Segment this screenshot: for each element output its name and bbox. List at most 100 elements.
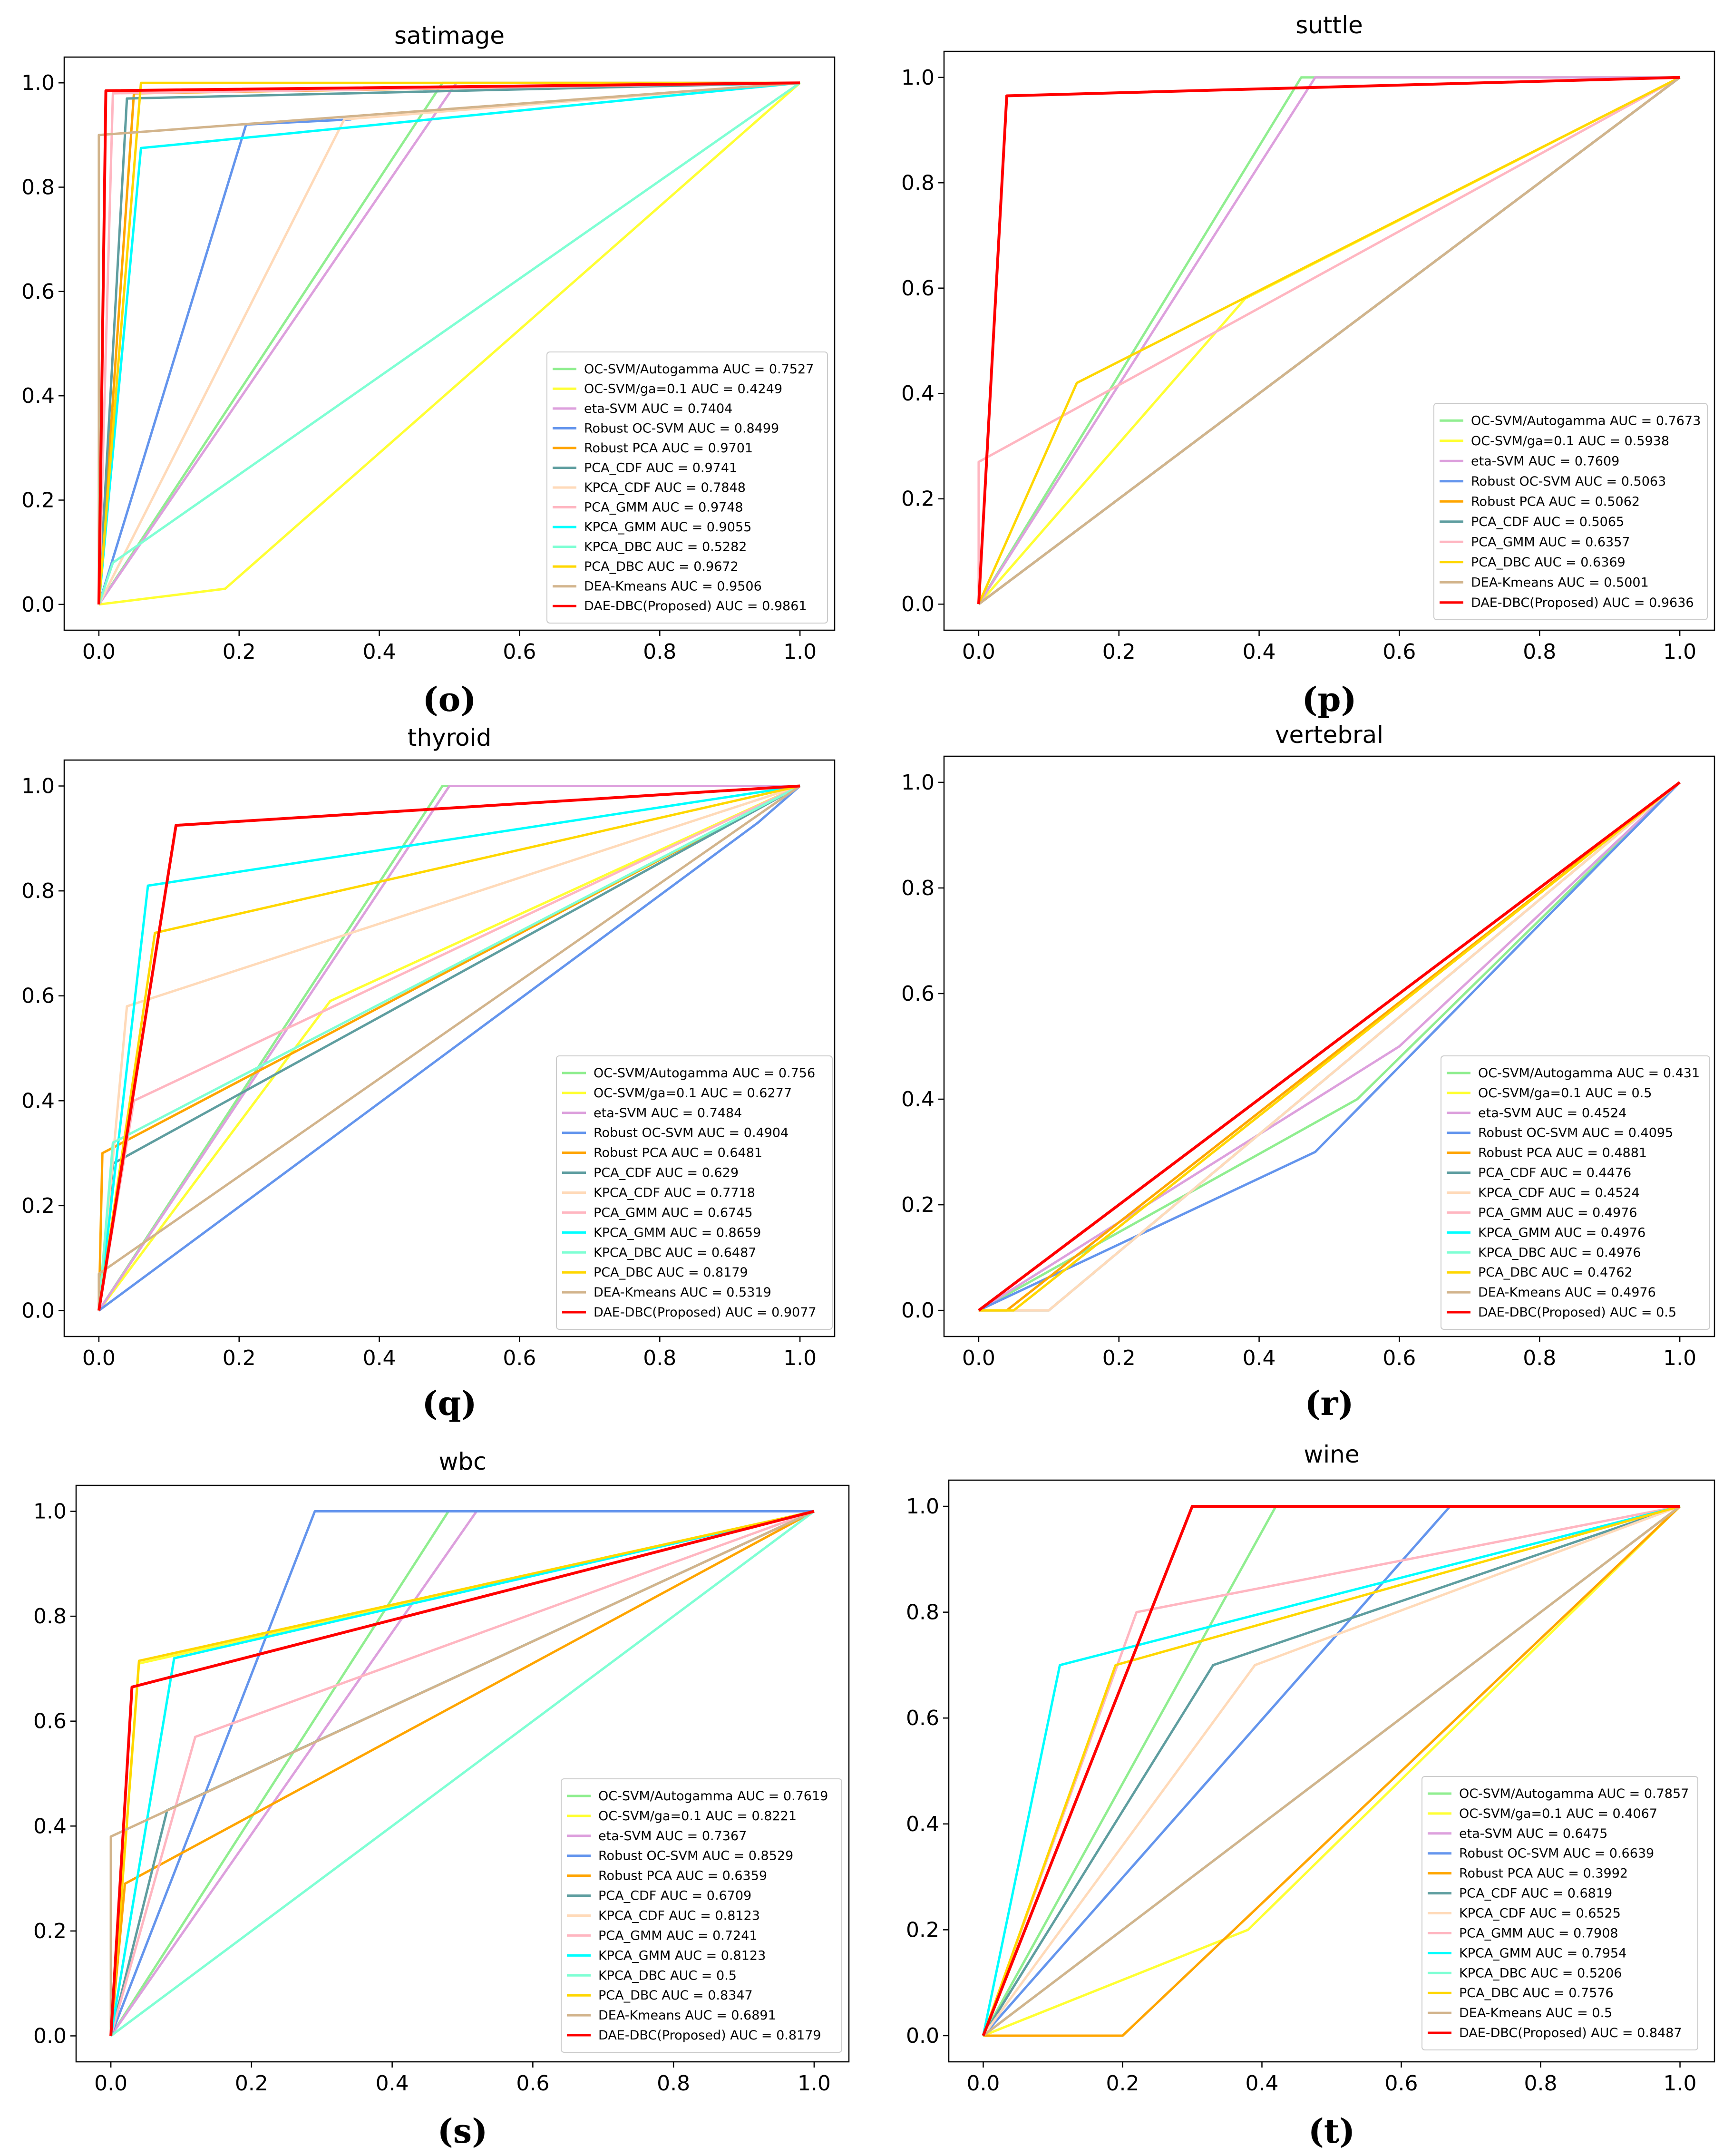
legend-entry: PCA_GMM AUC = 0.7241 bbox=[598, 1928, 758, 1943]
series-line-pca-cdf bbox=[982, 1505, 1681, 2037]
x-tick-label: 1.0 bbox=[798, 2071, 831, 2096]
x-tick-label: 0.8 bbox=[1523, 1346, 1556, 1370]
legend-box bbox=[561, 1778, 842, 2053]
series-line-dea-kmeans bbox=[97, 785, 801, 1311]
x-tick-label: 0.8 bbox=[643, 1346, 676, 1370]
legend-entry: PCA_CDF AUC = 0.629 bbox=[594, 1166, 739, 1180]
series-line-eta-svm bbox=[977, 76, 1680, 605]
series-line-pca-gmm bbox=[977, 76, 1681, 605]
y-tick-label: 0.4 bbox=[33, 1814, 67, 1838]
legend-entry: eta-SVM AUC = 0.7484 bbox=[594, 1106, 742, 1121]
legend-entry: KPCA_CDF AUC = 0.6525 bbox=[1459, 1906, 1621, 1921]
x-tick-label: 0.4 bbox=[376, 2071, 409, 2096]
series-line-dea-kmeans bbox=[982, 1505, 1681, 2037]
roc-panel-thyroid: 0.0 0.2 0.4 0.6 0.8 1.0 0.0 0.2 0.4 0.6 0.8 1.0 thyr… bbox=[21, 724, 836, 1423]
legend-box bbox=[556, 1055, 833, 1330]
legend: OC-SVM/Autogamma AUC = 0.7673 OC-SVM/ga=0… bbox=[1433, 403, 1708, 620]
x-tick-label: 0.0 bbox=[962, 1346, 995, 1370]
y-tick-label: 0.8 bbox=[906, 1600, 939, 1625]
legend-entry: eta-SVM AUC = 0.6475 bbox=[1459, 1826, 1607, 1841]
legend-entry: PCA_DBC AUC = 0.8179 bbox=[594, 1265, 748, 1280]
legend: OC-SVM/Autogamma AUC = 0.431 OC-SVM/ga=0.… bbox=[1441, 1055, 1710, 1330]
y-tick-label: 0.0 bbox=[901, 592, 935, 616]
y-tick-label: 0.0 bbox=[21, 593, 55, 617]
series-line-pca-cdf bbox=[97, 81, 800, 605]
panel-caption: (o) bbox=[423, 680, 477, 719]
y-tick-label: 0.2 bbox=[906, 1918, 939, 1942]
legend-entry: Robust PCA AUC = 0.4881 bbox=[1478, 1146, 1647, 1161]
y-tick-label: 0.0 bbox=[33, 2024, 67, 2048]
x-tick-label: 1.0 bbox=[783, 640, 817, 664]
series-line-dea-kmeans bbox=[978, 76, 1681, 605]
x-tick-label: 0.6 bbox=[1385, 2071, 1418, 2096]
legend-entry: OC-SVM/Autogamma AUC = 0.7527 bbox=[584, 362, 814, 377]
y-tick-label: 0.0 bbox=[906, 2024, 939, 2048]
legend-entry: DEA-Kmeans AUC = 0.6891 bbox=[598, 2008, 776, 2023]
legend-entry: Robust OC-SVM AUC = 0.6639 bbox=[1459, 1846, 1654, 1861]
legend-entry: DAE-DBC(Proposed) AUC = 0.9077 bbox=[594, 1305, 817, 1320]
legend-entry: KPCA_GMM AUC = 0.4976 bbox=[1478, 1225, 1645, 1240]
series-line-robust-oc-svm bbox=[109, 1510, 814, 2037]
series-line-kpca-cdf bbox=[982, 1505, 1681, 2037]
y-tick-label: 0.2 bbox=[901, 1193, 935, 1217]
legend-entry: Robust PCA AUC = 0.5062 bbox=[1471, 494, 1640, 509]
legend-entry: OC-SVM/ga=0.1 AUC = 0.5938 bbox=[1471, 434, 1669, 449]
chart-title: wbc bbox=[438, 1448, 486, 1475]
legend-entry: DAE-DBC(Proposed) AUC = 0.8179 bbox=[598, 2028, 821, 2043]
series-line-dae-dbc-proposed- bbox=[109, 1510, 815, 2036]
y-tick-label: 0.4 bbox=[906, 1812, 939, 1836]
chart-title: satimage bbox=[394, 22, 505, 49]
y-tick-label: 0.4 bbox=[21, 1089, 55, 1113]
legend-box bbox=[1433, 403, 1708, 620]
y-tick-label: 1.0 bbox=[21, 71, 55, 95]
x-tick-label: 0.0 bbox=[94, 2071, 127, 2096]
panel-caption: (t) bbox=[1308, 2111, 1355, 2151]
series-line-dae-dbc-proposed- bbox=[978, 781, 1681, 1312]
legend-entry: KPCA_GMM AUC = 0.9055 bbox=[584, 520, 751, 535]
y-tick-label: 0.6 bbox=[21, 280, 55, 304]
x-tick-label: 0.0 bbox=[82, 640, 116, 664]
y-tick-label: 0.0 bbox=[21, 1298, 55, 1323]
y-tick-label: 1.0 bbox=[33, 1500, 67, 1524]
y-tick-label: 0.4 bbox=[21, 384, 55, 408]
series-line-kpca-gmm bbox=[982, 1505, 1681, 2036]
series-line-oc-svm-ga-0-1 bbox=[98, 82, 801, 606]
series-line-kpca-gmm bbox=[97, 81, 800, 605]
y-tick-label: 0.2 bbox=[901, 487, 935, 511]
chart-title: wine bbox=[1304, 1441, 1359, 1468]
legend-entry: KPCA_DBC AUC = 0.5206 bbox=[1459, 1966, 1622, 1980]
y-tick-label: 0.8 bbox=[21, 176, 55, 200]
series-line-kpca-gmm bbox=[109, 1510, 815, 2036]
roc-panel-suttle: 0.0 0.2 0.4 0.6 0.8 1.0 0.0 0.2 0.4 0.6 0.8 1.0 sutt… bbox=[901, 11, 1715, 719]
x-tick-label: 0.2 bbox=[235, 2071, 268, 2096]
legend-entry: PCA_CDF AUC = 0.5065 bbox=[1471, 515, 1624, 529]
y-tick-label: 0.4 bbox=[901, 381, 935, 406]
chart-title: suttle bbox=[1295, 11, 1363, 39]
series-line-kpca-dbc bbox=[97, 82, 801, 605]
x-tick-label: 0.4 bbox=[1243, 640, 1276, 664]
y-tick-label: 0.8 bbox=[21, 879, 55, 903]
legend-entry: Robust PCA AUC = 0.6481 bbox=[594, 1146, 762, 1161]
y-tick-label: 0.2 bbox=[33, 1919, 67, 1943]
y-tick-label: 0.4 bbox=[901, 1087, 935, 1112]
y-tick-label: 0.6 bbox=[33, 1709, 67, 1734]
legend-entry: PCA_GMM AUC = 0.6745 bbox=[594, 1205, 753, 1220]
legend-entry: PCA_CDF AUC = 0.9741 bbox=[584, 460, 737, 475]
legend-entry: eta-SVM AUC = 0.4524 bbox=[1478, 1106, 1626, 1121]
y-tick-label: 0.8 bbox=[901, 876, 935, 900]
legend-entry: KPCA_GMM AUC = 0.8123 bbox=[598, 1948, 766, 1963]
legend-box bbox=[546, 351, 828, 624]
x-tick-label: 0.6 bbox=[503, 640, 536, 664]
x-tick-label: 0.8 bbox=[1523, 640, 1556, 664]
legend-entry: OC-SVM/ga=0.1 AUC = 0.6277 bbox=[594, 1086, 792, 1101]
x-tick-label: 0.6 bbox=[503, 1346, 536, 1370]
series-line-pca-dbc bbox=[97, 81, 800, 605]
series-line-kpca-dbc bbox=[97, 785, 801, 1311]
legend-entry: DEA-Kmeans AUC = 0.5319 bbox=[594, 1285, 771, 1300]
legend: OC-SVM/Autogamma AUC = 0.7857 OC-SVM/ga=0… bbox=[1421, 1776, 1698, 2050]
y-tick-label: 1.0 bbox=[21, 774, 55, 799]
y-tick-label: 0.8 bbox=[901, 171, 935, 195]
legend-entry: OC-SVM/Autogamma AUC = 0.431 bbox=[1478, 1066, 1700, 1081]
legend-entry: Robust PCA AUC = 0.6359 bbox=[598, 1869, 767, 1883]
series-line-dae-dbc-proposed- bbox=[97, 81, 800, 605]
